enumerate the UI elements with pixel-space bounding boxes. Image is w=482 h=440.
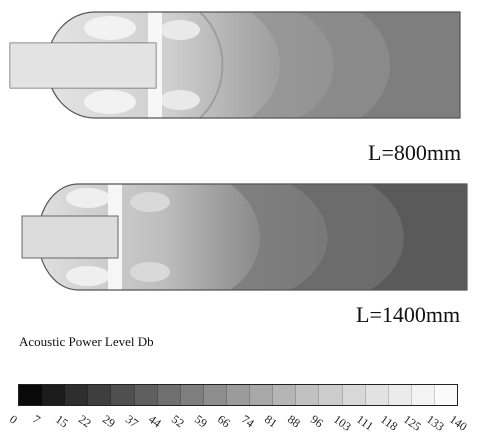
- panel-label-1400mm: L=1400mm: [356, 302, 461, 327]
- color-scale-tick-label: 74: [238, 412, 257, 431]
- color-scale-cell: [411, 385, 435, 405]
- color-scale-cell: [111, 385, 135, 405]
- color-scale-cell: [250, 385, 274, 405]
- color-scale-tick-label: 66: [215, 412, 234, 431]
- color-scale-cell: [42, 385, 66, 405]
- color-scale-cell: [226, 385, 251, 405]
- color-scale-ticks: 0 7 15 22 29 37 44 52 59 66 74 81 88 96 103 111 118 125 13…: [7, 410, 470, 440]
- color-scale-cell: [273, 385, 297, 405]
- color-scale-tick-label: 22: [76, 412, 95, 431]
- color-scale-tick-label: 125: [400, 412, 424, 434]
- color-scale-tick-label: 96: [308, 412, 326, 431]
- color-scale-cell: [157, 385, 181, 405]
- color-scale-tick-label: 140: [446, 412, 470, 434]
- color-scale-cell: [342, 385, 366, 405]
- color-scale-tick-label: 29: [99, 412, 118, 431]
- color-scale-tick-label: 37: [122, 412, 141, 431]
- legend-title: Acoustic Power Level Db: [19, 334, 154, 349]
- color-scale-cell: [203, 385, 227, 405]
- color-scale-cell: [88, 385, 112, 405]
- color-scale-tick-label: 81: [261, 412, 280, 431]
- color-scale-cell: [19, 385, 43, 405]
- color-scale-tick-label: 133: [423, 412, 447, 434]
- contour-plot-800mm: [9, 11, 461, 119]
- color-scale-tick-label: 44: [145, 412, 164, 431]
- color-scale-cell: [319, 385, 343, 405]
- panel-label-800mm: L=800mm: [368, 140, 462, 165]
- color-scale-cell: [388, 385, 412, 405]
- color-scale-bar: [18, 384, 458, 406]
- color-scale-tick-label: 111: [354, 412, 377, 434]
- color-scale-cell: [296, 385, 320, 405]
- color-scale-tick-label: 103: [331, 412, 354, 434]
- color-scale-tick-label: 118: [377, 412, 400, 434]
- color-scale-tick-label: 52: [169, 412, 187, 431]
- color-scale-cell: [365, 385, 389, 405]
- color-scale-tick-label: 59: [192, 412, 211, 431]
- color-scale-cell: [180, 385, 204, 405]
- contour-plot-1400mm: [21, 183, 468, 291]
- color-scale-cell: [65, 385, 89, 405]
- color-scale-cell: [434, 385, 458, 405]
- color-scale-tick-label: 15: [53, 412, 72, 431]
- color-scale-tick-label: 7: [30, 412, 44, 427]
- color-scale-cell: [134, 385, 158, 405]
- color-scale-tick-label: 88: [284, 412, 303, 431]
- color-scale-tick-label: 0: [6, 412, 20, 427]
